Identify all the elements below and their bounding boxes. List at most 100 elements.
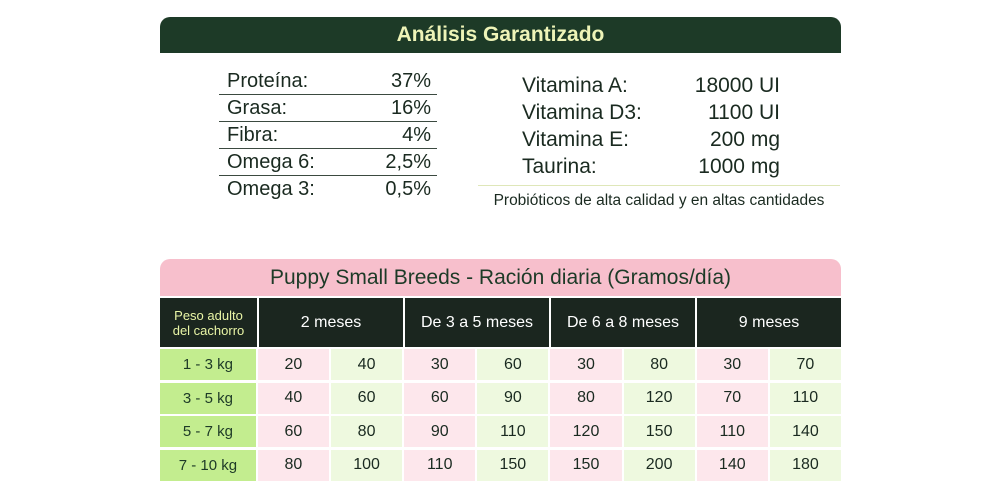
cell-gap [767, 416, 770, 447]
ration-value-cell: 110 [404, 449, 476, 481]
ration-value-cell: 30 [696, 349, 768, 380]
ration-value-cell: 110 [477, 416, 549, 447]
ration-value-cell: 80 [550, 382, 622, 414]
cell-gap [402, 416, 405, 447]
weight-cell: 7 - 10 kg [160, 449, 256, 481]
vitamin-label: Vitamina A: [522, 73, 628, 97]
vitamin-row-e: Vitamina E: 200 mg [522, 126, 780, 153]
ration-value-cell: 100 [331, 449, 403, 481]
cell-gap [621, 449, 624, 481]
cell-gap [402, 449, 405, 481]
weight-column-header: Peso adulto del cachorro [160, 298, 257, 347]
vitamin-label: Vitamina E: [522, 127, 629, 151]
nutrient-list: Proteína: 37% Grasa: 16% Fibra: 4% Omega… [219, 68, 437, 203]
age-column-header: 9 meses [697, 298, 841, 347]
probiotics-note: Probióticos de alta calidad y en altas c… [493, 192, 825, 209]
ration-value-cell: 90 [477, 382, 549, 414]
ration-value-cell: 200 [623, 449, 695, 481]
cell-gap [694, 349, 697, 380]
ration-value-cell: 20 [257, 349, 330, 380]
vitamin-row-taurine: Taurina: 1000 mg [522, 153, 780, 180]
ration-value-cell: 80 [623, 349, 695, 380]
cell-gap [767, 382, 770, 414]
nutrient-value: 37% [390, 69, 431, 92]
age-column-header: De 6 a 8 meses [551, 298, 695, 347]
ration-value-cell: 140 [696, 449, 768, 481]
table-row: 1 - 3 kg 20 40 30 60 30 80 30 70 [160, 349, 841, 380]
cell-gap [402, 349, 405, 380]
ration-value-cell: 60 [331, 382, 403, 414]
vitamin-list: Vitamina A: 18000 UI Vitamina D3: 1100 U… [522, 72, 780, 180]
ration-value-cell: 40 [331, 349, 403, 380]
nutrient-label: Omega 3: [227, 178, 315, 200]
column-separator [403, 298, 405, 347]
cell-gap [694, 449, 697, 481]
ration-value-cell: 150 [477, 449, 549, 481]
cell-gap [767, 449, 770, 481]
ration-value-cell: 180 [769, 449, 841, 481]
cell-gap [694, 382, 697, 414]
vitamin-value: 1100 UI [708, 100, 780, 124]
cell-gap [475, 416, 478, 447]
cell-gap [255, 349, 258, 380]
vitamin-value: 200 mg [709, 127, 780, 151]
column-separator [549, 298, 551, 347]
divider [478, 185, 840, 186]
cell-gap [548, 349, 551, 380]
cell-gap [255, 416, 258, 447]
cell-gap [621, 416, 624, 447]
vitamin-value: 18000 UI [694, 73, 780, 97]
ration-value-cell: 70 [696, 382, 768, 414]
cell-gap [329, 449, 331, 481]
vitamin-row-a: Vitamina A: 18000 UI [522, 72, 780, 99]
cell-gap [255, 382, 258, 414]
column-separator [257, 298, 259, 347]
ration-value-cell: 110 [769, 382, 841, 414]
column-separator [695, 298, 697, 347]
table-row: 7 - 10 kg 80 100 110 150 150 200 140 180 [160, 449, 841, 481]
nutrient-row-protein: Proteína: 37% [219, 68, 437, 95]
vitamin-label: Vitamina D3: [522, 100, 642, 124]
nutrient-row-omega6: Omega 6: 2,5% [219, 149, 437, 176]
analysis-title: Análisis Garantizado [160, 17, 841, 53]
cell-gap [329, 382, 331, 414]
vitamin-row-d3: Vitamina D3: 1100 UI [522, 99, 780, 126]
ration-value-cell: 60 [477, 349, 549, 380]
age-column-header: De 3 a 5 meses [405, 298, 549, 347]
weight-cell: 3 - 5 kg [160, 382, 256, 414]
ration-value-cell: 90 [404, 416, 476, 447]
nutrient-row-fat: Grasa: 16% [219, 95, 437, 122]
weight-cell: 1 - 3 kg [160, 349, 256, 380]
vitamin-value: 1000 mg [698, 154, 780, 178]
weight-header-line1: Peso adulto [174, 307, 243, 323]
cell-gap [255, 449, 258, 481]
nutrient-label: Fibra: [227, 123, 279, 146]
cell-gap [475, 382, 478, 414]
nutrient-label: Grasa: [227, 96, 288, 119]
table-row: 3 - 5 kg 40 60 60 90 80 120 70 110 [160, 382, 841, 414]
nutrient-value: 4% [402, 123, 431, 146]
cell-gap [621, 382, 624, 414]
cell-gap [402, 382, 405, 414]
weight-cell: 5 - 7 kg [160, 416, 256, 447]
ration-value-cell: 30 [550, 349, 622, 380]
cell-gap [475, 449, 478, 481]
cell-gap [621, 349, 624, 380]
ration-value-cell: 110 [696, 416, 768, 447]
nutrient-value: 0,5% [385, 178, 431, 200]
cell-gap [694, 416, 697, 447]
cell-gap [548, 382, 551, 414]
ration-value-cell: 120 [623, 382, 695, 414]
table-row: 5 - 7 kg 60 80 90 110 120 150 110 140 [160, 416, 841, 447]
ration-value-cell: 150 [623, 416, 695, 447]
ration-value-cell: 80 [257, 449, 330, 481]
ration-value-cell: 120 [550, 416, 622, 447]
ration-title: Puppy Small Breeds - Ración diaria (Gram… [160, 259, 841, 296]
nutrient-label: Proteína: [227, 69, 309, 92]
cell-gap [548, 449, 551, 481]
ration-value-cell: 60 [257, 416, 330, 447]
weight-header-line2: del cachorro [172, 322, 245, 338]
cell-gap [548, 416, 551, 447]
ration-value-cell: 150 [550, 449, 622, 481]
ration-value-cell: 80 [331, 416, 403, 447]
